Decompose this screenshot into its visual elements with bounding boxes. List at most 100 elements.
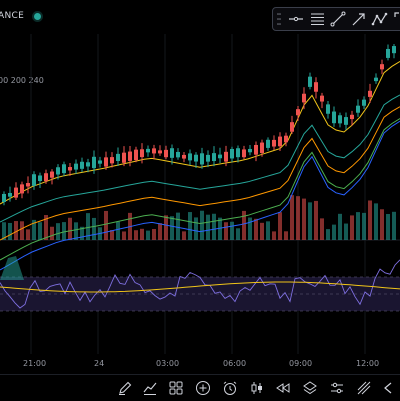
volume-bar bbox=[200, 210, 204, 240]
volume-bar bbox=[224, 222, 228, 240]
volume-bar bbox=[68, 217, 72, 240]
time-axis: 21:00 24 03:00 06:00 09:00 12:00 bbox=[0, 354, 400, 372]
candle-body bbox=[362, 99, 366, 106]
candle-body bbox=[350, 114, 354, 120]
volume-bar bbox=[32, 219, 36, 240]
volume-bar bbox=[110, 230, 114, 240]
volume-bar bbox=[152, 228, 156, 240]
volume-bar bbox=[62, 222, 66, 240]
candle-body bbox=[50, 171, 54, 178]
moving-average-legend[interactable]: 00 200 240 bbox=[0, 76, 44, 85]
candle-body bbox=[44, 173, 48, 182]
moving-average-line bbox=[0, 106, 400, 241]
candle-body bbox=[242, 149, 246, 158]
candle-body bbox=[308, 76, 312, 87]
volume-bar bbox=[44, 214, 48, 240]
horizontal-ray-icon[interactable] bbox=[308, 10, 326, 28]
candle-body bbox=[56, 167, 60, 175]
volume-bar bbox=[194, 217, 198, 240]
volume-bar bbox=[14, 221, 18, 240]
price-chart[interactable] bbox=[0, 0, 400, 354]
volume-bar bbox=[338, 213, 342, 240]
volume-bar bbox=[284, 231, 288, 240]
expand-icon[interactable] bbox=[392, 10, 400, 28]
volume-bar bbox=[296, 196, 300, 240]
volume-bar bbox=[188, 212, 192, 240]
volume-bar bbox=[92, 217, 96, 240]
candle-body bbox=[164, 149, 168, 158]
volume-bar bbox=[272, 231, 276, 240]
volume-bar bbox=[218, 217, 222, 240]
candle-body bbox=[212, 153, 216, 162]
candle-body bbox=[32, 174, 36, 186]
candle-body bbox=[158, 150, 162, 154]
candle-body bbox=[344, 117, 348, 125]
share-icon[interactable] bbox=[381, 379, 399, 397]
horizontal-line-icon[interactable] bbox=[287, 10, 305, 28]
zigzag-icon[interactable] bbox=[371, 10, 389, 28]
pen-icon[interactable] bbox=[116, 379, 134, 397]
replay-icon[interactable] bbox=[274, 379, 292, 397]
candle-body bbox=[290, 122, 294, 132]
grip-icon[interactable] bbox=[277, 12, 281, 26]
volume-bar bbox=[302, 198, 306, 240]
volume-bar bbox=[374, 203, 378, 240]
candle-body bbox=[320, 95, 324, 102]
candle-body bbox=[302, 93, 306, 103]
candle-body bbox=[230, 148, 234, 159]
volume-bar bbox=[308, 202, 312, 240]
volume-bar bbox=[344, 223, 348, 240]
moving-average-line bbox=[0, 118, 400, 261]
candle-body bbox=[116, 153, 120, 162]
layout-grid-icon[interactable] bbox=[167, 379, 185, 397]
rsi-panel bbox=[0, 256, 400, 312]
volume-bar bbox=[86, 213, 90, 240]
candle-body bbox=[86, 162, 90, 167]
alarm-icon[interactable] bbox=[221, 379, 239, 397]
volume-bar bbox=[212, 213, 216, 240]
candle-body bbox=[182, 154, 186, 159]
symbol-name[interactable]: ANCE bbox=[0, 11, 25, 21]
volume-bar bbox=[8, 222, 12, 240]
moving-averages bbox=[0, 60, 400, 271]
add-icon[interactable] bbox=[194, 379, 212, 397]
candles-icon[interactable] bbox=[248, 379, 266, 397]
volume-bar bbox=[278, 212, 282, 240]
candle-body bbox=[38, 175, 42, 182]
settings-sliders-icon[interactable] bbox=[328, 379, 346, 397]
volume-bar bbox=[368, 200, 372, 240]
volume-bar bbox=[158, 223, 162, 240]
candle-body bbox=[2, 193, 6, 203]
volume-bar bbox=[392, 211, 396, 240]
volume-bar bbox=[326, 229, 330, 240]
candle-body bbox=[296, 109, 300, 116]
volume-bar bbox=[26, 229, 30, 240]
volume-bar bbox=[134, 230, 138, 240]
moving-average-line bbox=[0, 94, 400, 223]
candle-body bbox=[92, 156, 96, 169]
candle-body bbox=[332, 111, 336, 124]
layers-icon[interactable] bbox=[301, 379, 319, 397]
volume-bar bbox=[350, 215, 354, 240]
volume-bar bbox=[242, 210, 246, 240]
trend-line-icon[interactable] bbox=[329, 10, 347, 28]
arrow-line-icon[interactable] bbox=[350, 10, 368, 28]
candlesticks bbox=[2, 44, 396, 206]
trend-icon[interactable] bbox=[355, 379, 373, 397]
candle-body bbox=[386, 48, 390, 58]
candle-body bbox=[98, 160, 102, 164]
candle-body bbox=[194, 154, 198, 162]
candle-body bbox=[62, 164, 66, 174]
volume-bar bbox=[104, 210, 108, 240]
time-label: 09:00 bbox=[289, 359, 313, 368]
indicators-icon[interactable] bbox=[141, 379, 159, 397]
time-label: 21:00 bbox=[23, 359, 47, 368]
drawing-toolbar bbox=[272, 7, 400, 31]
volume-bar bbox=[176, 212, 180, 240]
candle-body bbox=[284, 135, 288, 143]
candle-body bbox=[122, 152, 126, 163]
candle-body bbox=[374, 77, 378, 82]
moving-average-line bbox=[0, 120, 400, 271]
moving-average-line bbox=[0, 60, 400, 205]
time-label: 24 bbox=[94, 359, 105, 368]
